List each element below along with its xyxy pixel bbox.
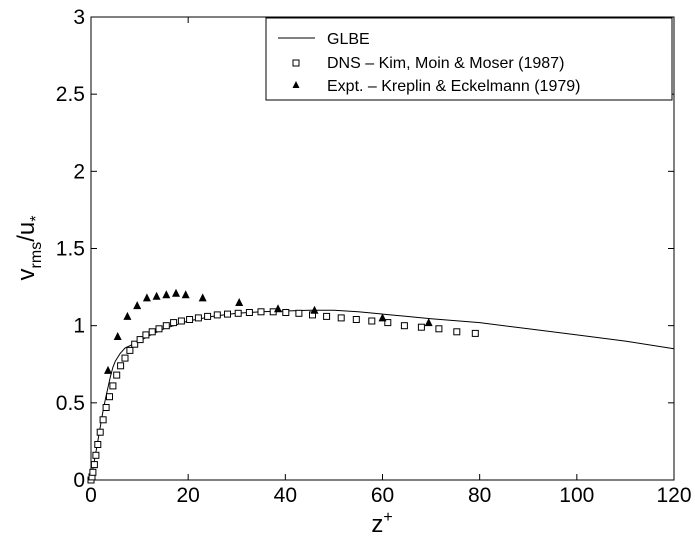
dns-point [162,322,170,330]
dns-point [417,323,425,331]
dns-point [337,314,345,322]
y-axis-label-slash-u: /u [13,222,40,242]
dns-point [92,451,100,459]
y-axis-label-v-sub: rms [28,242,45,269]
expt-point [274,304,282,313]
legend-label-glbe: GLBE [327,31,370,48]
dns-point [453,328,461,336]
expt-point [172,288,180,297]
x-tick-label: 40 [274,484,297,507]
expt-point [310,305,319,314]
legend-label-expt: Expt. – Kreplin & Eckelmann (1979) [327,78,580,95]
y-axis-label-u-sub: * [28,216,45,222]
dns-point [131,340,139,348]
dns-point [400,322,408,330]
dns-point [323,312,331,320]
legend-label-dns: DNS – Kim, Moin & Moser (1987) [327,55,564,72]
dns-point [471,329,479,337]
legend-swatch-dns [292,59,300,67]
dns-point [136,336,144,344]
y-tick-label: 0.5 [56,392,85,415]
y-tick-label: 1 [73,315,85,338]
dns-point [234,309,242,317]
dns-point [186,316,194,323]
y-tick-label: 1.5 [56,238,85,261]
legend-box [265,17,673,101]
dns-point [224,310,231,318]
dns-point [204,312,212,320]
legend: GLBE DNS – Kim, Moin & Moser (1987) Expt… [265,17,673,101]
expt-point [113,332,122,340]
dns-point [155,325,163,333]
dns-point [142,331,150,339]
expt-point [142,293,151,302]
dns-point [102,404,110,411]
dns-point [282,309,290,316]
y-tick-label: 0 [73,469,85,492]
y-axis: 0 0.5 1 1.5 2 2.5 3 [56,6,674,492]
expt-point [133,301,142,310]
dns-point [94,441,102,448]
x-tick-label: 120 [656,484,691,507]
dns-point [435,325,443,333]
expt-point [235,298,244,306]
dns-point [121,354,129,362]
dns-point [126,346,134,354]
dns-point [106,393,113,401]
dns-point [194,314,202,322]
plot-content [87,288,675,484]
dns-point [384,319,392,327]
dns-point [90,461,98,469]
x-tick-label: 100 [559,484,594,507]
expt-point [424,318,433,327]
dns-point [295,309,303,317]
dns-point [113,371,121,379]
x-tick-label: 20 [176,484,199,507]
dns-point [99,416,107,424]
dns-point [257,308,265,316]
dns-point [213,311,221,319]
expt-point [162,290,171,299]
dns-point [368,317,376,325]
dns-point [148,328,156,336]
expt-point [181,290,190,299]
x-axis-label-sup: + [383,509,392,526]
legend-swatch-expt [292,81,300,88]
expt-point [378,313,387,322]
dns-point [177,317,185,325]
y-tick-label: 2 [73,160,85,183]
dns-point [109,382,117,390]
x-axis-label: z+ [371,509,392,538]
x-tick-label: 0 [85,484,97,507]
y-tick-label: 2.5 [56,83,85,106]
x-tick-label: 60 [371,484,394,507]
dns-point [89,468,97,476]
x-axis-label-main: z [371,511,383,538]
dns-point [245,309,253,316]
expt-point [198,293,207,302]
dns-point [170,319,178,327]
expt-point [123,311,132,320]
y-tick-label: 3 [73,6,85,29]
expt-point [104,365,112,374]
y-axis-label: vrms/u* [13,216,45,281]
expt-point [152,291,161,300]
dns-point [352,316,360,323]
dns-point [96,428,104,436]
x-tick-label: 80 [468,484,491,507]
dns-point [117,362,125,370]
y-axis-label-v: v [13,268,40,280]
